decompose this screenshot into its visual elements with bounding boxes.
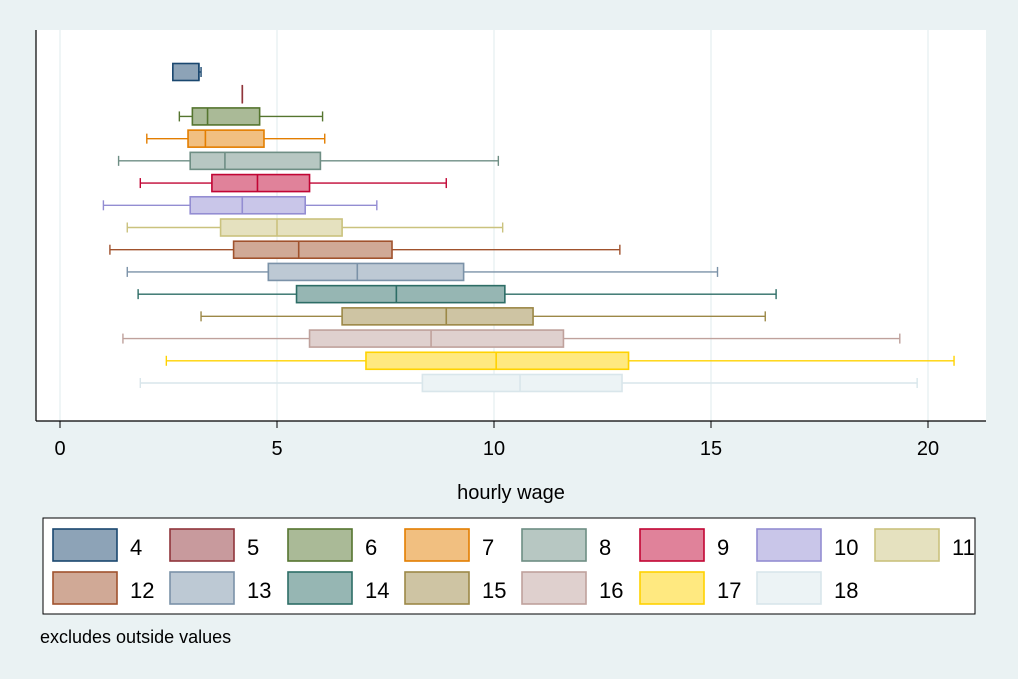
box-series-15 [200,307,766,326]
box-series-9 [139,173,447,193]
box-series-8 [117,151,500,171]
legend-swatch [521,571,587,605]
legend-label: 17 [717,578,741,603]
box-iqr [267,262,465,282]
box-series-6 [178,107,324,126]
legend-item-16: 16 [521,571,623,605]
box-iqr [172,62,200,82]
box-series-10 [102,195,378,215]
box-iqr [187,129,265,148]
legend-label: 4 [130,535,142,560]
box-series-12 [109,240,621,260]
legend-item-13: 13 [169,571,271,605]
box-series-11 [126,218,504,237]
legend-label: 15 [482,578,506,603]
x-tick-label: 10 [483,438,505,460]
legend-swatch [52,571,118,605]
box-series-14 [137,284,777,304]
legend-label: 18 [834,578,858,603]
legend-item-6: 6 [287,528,377,562]
box-iqr [295,284,506,304]
box-iqr [211,173,311,193]
legend-item-18: 18 [756,571,858,605]
legend-label: 11 [952,535,975,560]
legend-item-8: 8 [521,528,611,562]
legend-swatch [639,528,705,562]
legend-swatch [521,528,587,562]
x-tick-label: 20 [917,438,939,460]
box-iqr [232,240,393,260]
legend-label: 12 [130,578,154,603]
legend-item-17: 17 [639,571,741,605]
chart-note: excludes outside values [40,627,231,647]
legend-label: 13 [247,578,271,603]
box-iqr [308,329,565,348]
legend-label: 10 [834,535,858,560]
box-iqr [189,195,307,215]
box-iqr [421,373,623,393]
box-iqr [365,351,630,371]
legend-label: 8 [599,535,611,560]
legend-item-15: 15 [404,571,506,605]
box-iqr [191,107,261,126]
legend-label: 9 [717,535,729,560]
box-series-16 [122,329,901,348]
legend-label: 16 [599,578,623,603]
legend-swatch [404,528,470,562]
x-axis-ticks: 0 5 10 15 20 [54,421,939,460]
legend-swatch [169,528,235,562]
x-axis-title: hourly wage [457,482,565,504]
legend-swatch [287,528,353,562]
legend-swatch [756,571,822,605]
legend-swatch [874,528,940,562]
legend-swatch [639,571,705,605]
box-series-7 [146,129,326,148]
x-tick-label: 0 [54,438,65,460]
legend-item-14: 14 [287,571,389,605]
box-series-4 [172,62,202,82]
legend-swatch [287,571,353,605]
box-series-17 [165,351,955,371]
legend-label: 6 [365,535,377,560]
legend-items: 4 5 6 7 8 9 10 11 12 13 14 15 16 17 18 [52,528,975,605]
box-series [102,62,955,393]
legend-item-12: 12 [52,571,154,605]
legend-item-4: 4 [52,528,142,562]
legend-item-5: 5 [169,528,259,562]
legend-label: 14 [365,578,389,603]
legend-label: 7 [482,535,494,560]
box-series-13 [126,262,719,282]
legend-swatch [756,528,822,562]
x-tick-label: 15 [700,438,722,460]
x-tick-label: 5 [271,438,282,460]
box-series-18 [139,373,918,393]
legend-swatch [52,528,118,562]
box-iqr [189,151,322,171]
box-iqr [341,307,534,326]
legend-label: 5 [247,535,259,560]
legend: 4 5 6 7 8 9 10 11 12 13 14 15 16 17 18 [42,517,976,615]
legend-item-11: 11 [874,528,975,562]
legend-swatch [404,571,470,605]
legend-swatch [169,571,235,605]
box-iqr [219,218,343,237]
legend-item-9: 9 [639,528,729,562]
legend-item-7: 7 [404,528,494,562]
legend-item-10: 10 [756,528,858,562]
